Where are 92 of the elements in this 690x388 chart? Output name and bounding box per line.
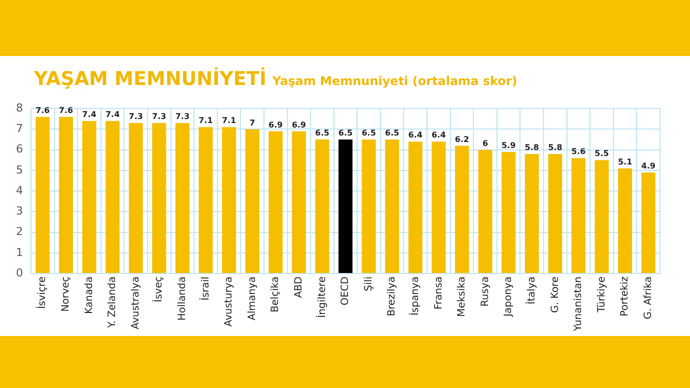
bar: [548, 154, 562, 274]
data-label: 7.4: [82, 110, 97, 120]
bar: [245, 129, 260, 274]
x-tick-label: İsveç: [152, 276, 165, 302]
x-tick-label: Y. Zelanda: [107, 276, 118, 329]
chart-title: YAŞAM MEMNUNİYETİ: [34, 68, 266, 90]
x-tick-label: G. Afrika: [642, 276, 654, 320]
bar: [641, 172, 656, 274]
bar: [315, 140, 330, 274]
y-tick-label: 4: [16, 184, 23, 197]
data-label: 6.5: [315, 128, 330, 138]
x-tick-label: Fransa: [433, 276, 444, 310]
data-label: 6.9: [268, 120, 284, 130]
x-tick-label: Yunanistan: [573, 276, 584, 332]
y-tick-label: 8: [16, 101, 23, 114]
y-tick-label: 3: [16, 204, 23, 218]
bar: [82, 120, 96, 274]
data-label: 6.4: [408, 130, 423, 140]
y-tick-label: 1: [16, 246, 23, 259]
bar: [594, 160, 609, 274]
data-label: 4.9: [641, 162, 656, 171]
data-label: 5.9: [501, 140, 516, 150]
bar: [175, 123, 190, 274]
data-label: 7.4: [105, 110, 120, 120]
x-tick-label: Belçika: [270, 276, 282, 312]
y-tick-label: 5: [16, 163, 23, 176]
data-label: 7.6: [36, 106, 50, 115]
data-label: 7.1: [198, 116, 214, 126]
bar: [618, 168, 632, 274]
data-label: 5.8: [524, 143, 540, 152]
data-label: 7.1: [222, 116, 237, 126]
data-label: 6.9: [292, 120, 306, 130]
x-tick-label: İngiltere: [314, 276, 328, 318]
y-tick-label: 0: [16, 266, 23, 280]
bar: [128, 123, 143, 274]
data-label: 7.3: [175, 112, 190, 122]
bar: [198, 127, 213, 274]
y-tick-label: 7: [16, 122, 23, 136]
y-tick-label: 6: [16, 142, 23, 156]
chart-subtitle: Yaşam Memnuniyeti (ortalama skor): [272, 74, 518, 88]
data-label: 7.3: [128, 112, 143, 122]
y-tick-label: 2: [16, 225, 23, 238]
data-label: 7.6: [58, 106, 74, 115]
data-label: 7: [250, 118, 256, 128]
data-label: 5.5: [594, 149, 610, 158]
bar: [362, 140, 376, 274]
data-label: 6.5: [362, 128, 376, 138]
bar: [385, 140, 400, 274]
x-tick-label: Japonya: [503, 276, 514, 318]
bar: [478, 150, 492, 274]
x-tick-label: İsrail: [198, 276, 212, 300]
x-tick-label: G. Kore: [550, 276, 561, 313]
x-tick-label: ABD: [294, 276, 304, 298]
data-label: 5.6: [571, 147, 586, 156]
x-tick-label: Türkiye: [596, 276, 608, 314]
x-tick-label: Kanada: [84, 276, 95, 314]
bar: [106, 120, 120, 274]
x-tick-label: İtalya: [524, 276, 538, 304]
bar: [222, 127, 236, 274]
x-tick-label: İsviçre: [35, 276, 48, 309]
data-label: 6.2: [454, 134, 470, 144]
bar: [408, 142, 422, 274]
data-label: 7.3: [152, 112, 166, 122]
bar: [338, 140, 352, 274]
bar: [58, 116, 73, 274]
bar: [268, 131, 283, 274]
data-label: 5.1: [618, 157, 633, 166]
data-label: 6.5: [338, 128, 354, 138]
x-tick-label: Portekiz: [620, 276, 631, 316]
bar: [502, 152, 516, 274]
x-tick-label: OECD: [340, 276, 352, 306]
x-tick-label: Şili: [363, 276, 374, 292]
data-label: 5.8: [548, 143, 563, 152]
bar: [432, 142, 446, 274]
x-tick-label: Avusturya: [224, 276, 235, 327]
x-tick-label: Avustralya: [130, 276, 142, 330]
bar: [454, 146, 469, 274]
x-tick-label: Brezilya: [386, 276, 398, 316]
bar: [152, 123, 166, 274]
x-tick-label: Almanya: [246, 276, 258, 320]
data-label: 6.4: [432, 130, 446, 140]
bar: [524, 154, 539, 274]
bar: [571, 158, 586, 274]
data-label: 6: [482, 138, 488, 148]
data-label: 6.5: [385, 128, 400, 138]
bar: [292, 131, 306, 274]
x-tick-label: Hollanda: [177, 276, 188, 321]
x-tick-label: İspanya: [408, 276, 421, 316]
x-tick-label: Norveç: [60, 276, 72, 312]
bar: [36, 116, 50, 274]
x-tick-label: Meksika: [456, 276, 468, 317]
x-tick-label: Rusya: [480, 276, 491, 307]
